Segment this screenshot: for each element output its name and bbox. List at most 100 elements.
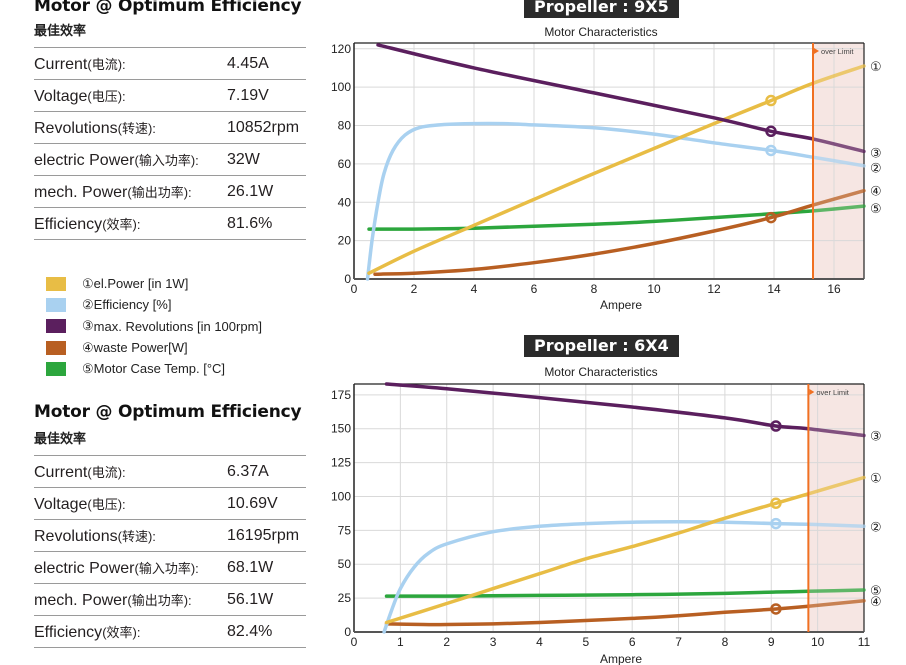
operating-point-revolutions	[770, 420, 782, 432]
spec-label: mech. Power	[34, 183, 128, 201]
x-tick-label: 3	[490, 635, 497, 649]
x-tick-label: 2	[411, 282, 418, 296]
spec-label: Voltage	[34, 495, 88, 513]
x-tick-label: 4	[536, 635, 543, 649]
series-line-case_temp	[384, 589, 809, 598]
series-end-label: ④	[870, 185, 882, 200]
x-tick-label: 2	[443, 635, 450, 649]
spec-label: Revolutions	[34, 527, 118, 545]
y-tick-label: 125	[331, 456, 351, 470]
propeller-badge-9x5: Propeller : 9X5	[524, 0, 679, 18]
legend-marker: ②	[82, 296, 94, 312]
chart-title: Motor Characteristics	[544, 365, 657, 379]
series-line-efficiency-over-limit	[813, 155, 866, 168]
series-line-el_power	[367, 81, 813, 275]
y-tick-label: 0	[344, 625, 351, 639]
spec-value: 32W	[227, 150, 260, 168]
legend-swatch	[46, 319, 66, 334]
x-tick-label: 12	[707, 282, 721, 296]
legend-swatch	[46, 276, 66, 291]
spec-value: 10.69V	[227, 494, 278, 512]
spec-label: Revolutions	[34, 119, 118, 137]
spec-label: electric Power	[34, 151, 135, 169]
series-end-label: ②	[870, 520, 882, 535]
spec-label-zh: (输入功率):	[134, 152, 199, 168]
x-tick-label: 0	[351, 635, 358, 649]
operating-point-el_power	[770, 497, 782, 510]
series-line-waste_power-over-limit	[808, 599, 866, 609]
series-line-waste_power	[384, 604, 809, 627]
over-limit-arrow-icon	[814, 48, 819, 54]
chart-0: Motor Characteristics 0 2 4 6 8 10 12 14 16 0 20 40 6…	[331, 25, 882, 312]
x-tick-label: 16	[827, 282, 841, 296]
legend-marker: ①	[82, 275, 94, 291]
y-tick-label: 75	[338, 523, 352, 537]
spec-value: 82.4%	[227, 622, 273, 640]
series-line-el_power	[384, 491, 809, 625]
y-tick-label: 40	[338, 195, 352, 209]
y-tick-label: 60	[338, 157, 352, 171]
spec-label-zh: (电流):	[87, 464, 126, 480]
spec-label: Current	[34, 463, 88, 481]
spec-value: 26.1W	[227, 182, 274, 200]
operating-point-waste_power	[765, 211, 777, 224]
spec-row-mech-power: mech. Power(输出功率): 26.1W	[34, 176, 306, 208]
spec-label: electric Power	[34, 559, 135, 577]
series-line-case_temp	[367, 209, 813, 231]
y-tick-label: 0	[344, 272, 351, 286]
legend-label: Efficiency [%]	[93, 297, 172, 313]
legend-label: waste Power[W]	[93, 340, 188, 356]
spec-label-zh: (转速):	[117, 528, 156, 544]
y-tick-label: 100	[331, 489, 351, 503]
x-tick-label: 1	[397, 635, 404, 649]
x-tick-label: 11	[858, 635, 871, 649]
spec-value: 6.37A	[227, 462, 269, 480]
series-end-label: ③	[870, 429, 882, 444]
y-tick-label: 150	[331, 422, 351, 436]
x-tick-label: 9	[768, 635, 775, 649]
spec-panel-6x4: Motor @ Optimum Efficiency 最佳效率 Current(…	[34, 402, 306, 648]
legend-item-revolutions: ③ max. Revolutions [in 100rpm]	[46, 316, 262, 337]
spec-value: 68.1W	[227, 558, 274, 576]
series-end-label: ⑤	[870, 584, 882, 599]
series-end-label: ①	[870, 60, 882, 75]
x-tick-label: 6	[531, 282, 538, 296]
panel-title: Motor @ Optimum Efficiency	[34, 402, 302, 422]
x-tick-label: 5	[582, 635, 589, 649]
chart-legend: ① el.Power [in 1W] ② Efficiency [%] ③ max.…	[46, 273, 262, 379]
spec-table: Current(电流): 6.37A Voltage(电压): 10.69V R…	[34, 455, 306, 648]
y-tick-label: 120	[331, 42, 351, 56]
spec-value: 10852rpm	[227, 118, 300, 136]
x-tick-label: 7	[675, 635, 682, 649]
series-line-efficiency-over-limit	[808, 522, 866, 529]
x-tick-label: 0	[351, 282, 358, 296]
spec-label-zh: (电压):	[87, 88, 126, 104]
panel-title: Motor @ Optimum Efficiency	[34, 0, 302, 16]
spec-row-voltage: Voltage(电压): 10.69V	[34, 488, 306, 520]
series-line-revolutions	[376, 43, 813, 141]
series-end-label: ④	[870, 595, 882, 610]
spec-panel-9x5: Motor @ Optimum Efficiency 最佳效率 Current(…	[34, 0, 306, 240]
legend-item-waste-power: ④ waste Power[W]	[46, 337, 262, 358]
spec-row-revolutions: Revolutions(转速): 10852rpm	[34, 112, 306, 144]
spec-label: Current	[34, 55, 88, 73]
operating-point-efficiency	[765, 144, 777, 157]
legend-label: max. Revolutions [in 100rpm]	[93, 318, 263, 334]
spec-row-current: Current(电流): 6.37A	[34, 456, 306, 488]
series-end-label: ②	[870, 162, 882, 177]
spec-label-zh: (输出功率):	[127, 592, 192, 608]
series-line-efficiency	[382, 520, 809, 634]
spec-label: Efficiency	[34, 215, 103, 233]
spec-value: 7.19V	[227, 86, 269, 104]
legend-label: el.Power [in 1W]	[93, 276, 189, 292]
spec-row-efficiency: Efficiency(效率): 81.6%	[34, 208, 306, 240]
legend-item-efficiency: ② Efficiency [%]	[46, 294, 262, 315]
spec-row-current: Current(电流): 4.45A	[34, 48, 306, 80]
over-limit-label: over Limit	[821, 47, 854, 56]
legend-label: Motor Case Temp. [°C]	[93, 361, 226, 377]
series-end-label: ③	[870, 146, 882, 161]
spec-value: 4.45A	[227, 54, 269, 72]
panel-subtitle: 最佳效率	[34, 24, 87, 39]
operating-point-efficiency	[770, 517, 782, 530]
series-end-label: ⑤	[870, 202, 882, 217]
